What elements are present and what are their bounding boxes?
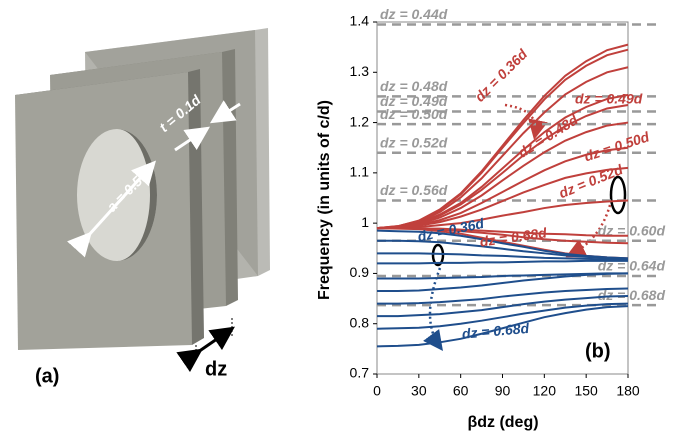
panel-label: (b) bbox=[585, 340, 611, 362]
plates bbox=[15, 28, 270, 360]
y-tick-label: 0.8 bbox=[350, 314, 370, 330]
reference-label: dz = 0.48d bbox=[380, 78, 448, 94]
y-tick-label: 1.1 bbox=[350, 164, 370, 180]
reference-label: dz = 0.56d bbox=[380, 182, 448, 198]
plot: 0.7 0.8 0.9 1 1.1 1.2 1.3 1.4 0 30 60 90 120 150 180 dz… bbox=[350, 6, 666, 398]
annotation: dz = 0.52d bbox=[557, 161, 626, 201]
marker-ellipse bbox=[611, 177, 625, 213]
panel-label: (a) bbox=[35, 365, 59, 387]
x-tick-label: 120 bbox=[533, 383, 557, 399]
annotation: dz = 0.49d bbox=[575, 91, 643, 107]
x-tick-label: 0 bbox=[373, 383, 381, 399]
y-axis-label: Frequency (in units of c/d) bbox=[316, 100, 333, 300]
y-tick-label: 0.7 bbox=[350, 365, 370, 381]
x-axis-label: βdz (deg) bbox=[467, 414, 538, 431]
x-tick-label: 150 bbox=[574, 383, 598, 399]
figure: a = 0.5d t = 0.1d dz (a) (b) Frequency (… bbox=[0, 0, 681, 441]
reference-label: dz = 0.50d bbox=[380, 106, 448, 122]
series-line bbox=[377, 261, 628, 264]
annotation: dz = 0.50d bbox=[582, 128, 651, 164]
y-tick-label: 0.9 bbox=[350, 264, 370, 280]
y-tick-label: 1 bbox=[361, 214, 369, 230]
reference-label: dz = 0.44d bbox=[380, 6, 448, 22]
y-tick-label: 1.4 bbox=[350, 13, 370, 29]
reference-label: dz = 0.52d bbox=[380, 134, 448, 150]
spacing-label: dz bbox=[205, 358, 227, 380]
x-tick-label: 60 bbox=[453, 383, 469, 399]
x-tick-label: 30 bbox=[411, 383, 427, 399]
x-tick-label: 180 bbox=[616, 383, 640, 399]
x-tick-label: 90 bbox=[495, 383, 511, 399]
y-tick-label: 1.3 bbox=[350, 63, 370, 79]
y-tick-label: 1.2 bbox=[350, 113, 370, 129]
